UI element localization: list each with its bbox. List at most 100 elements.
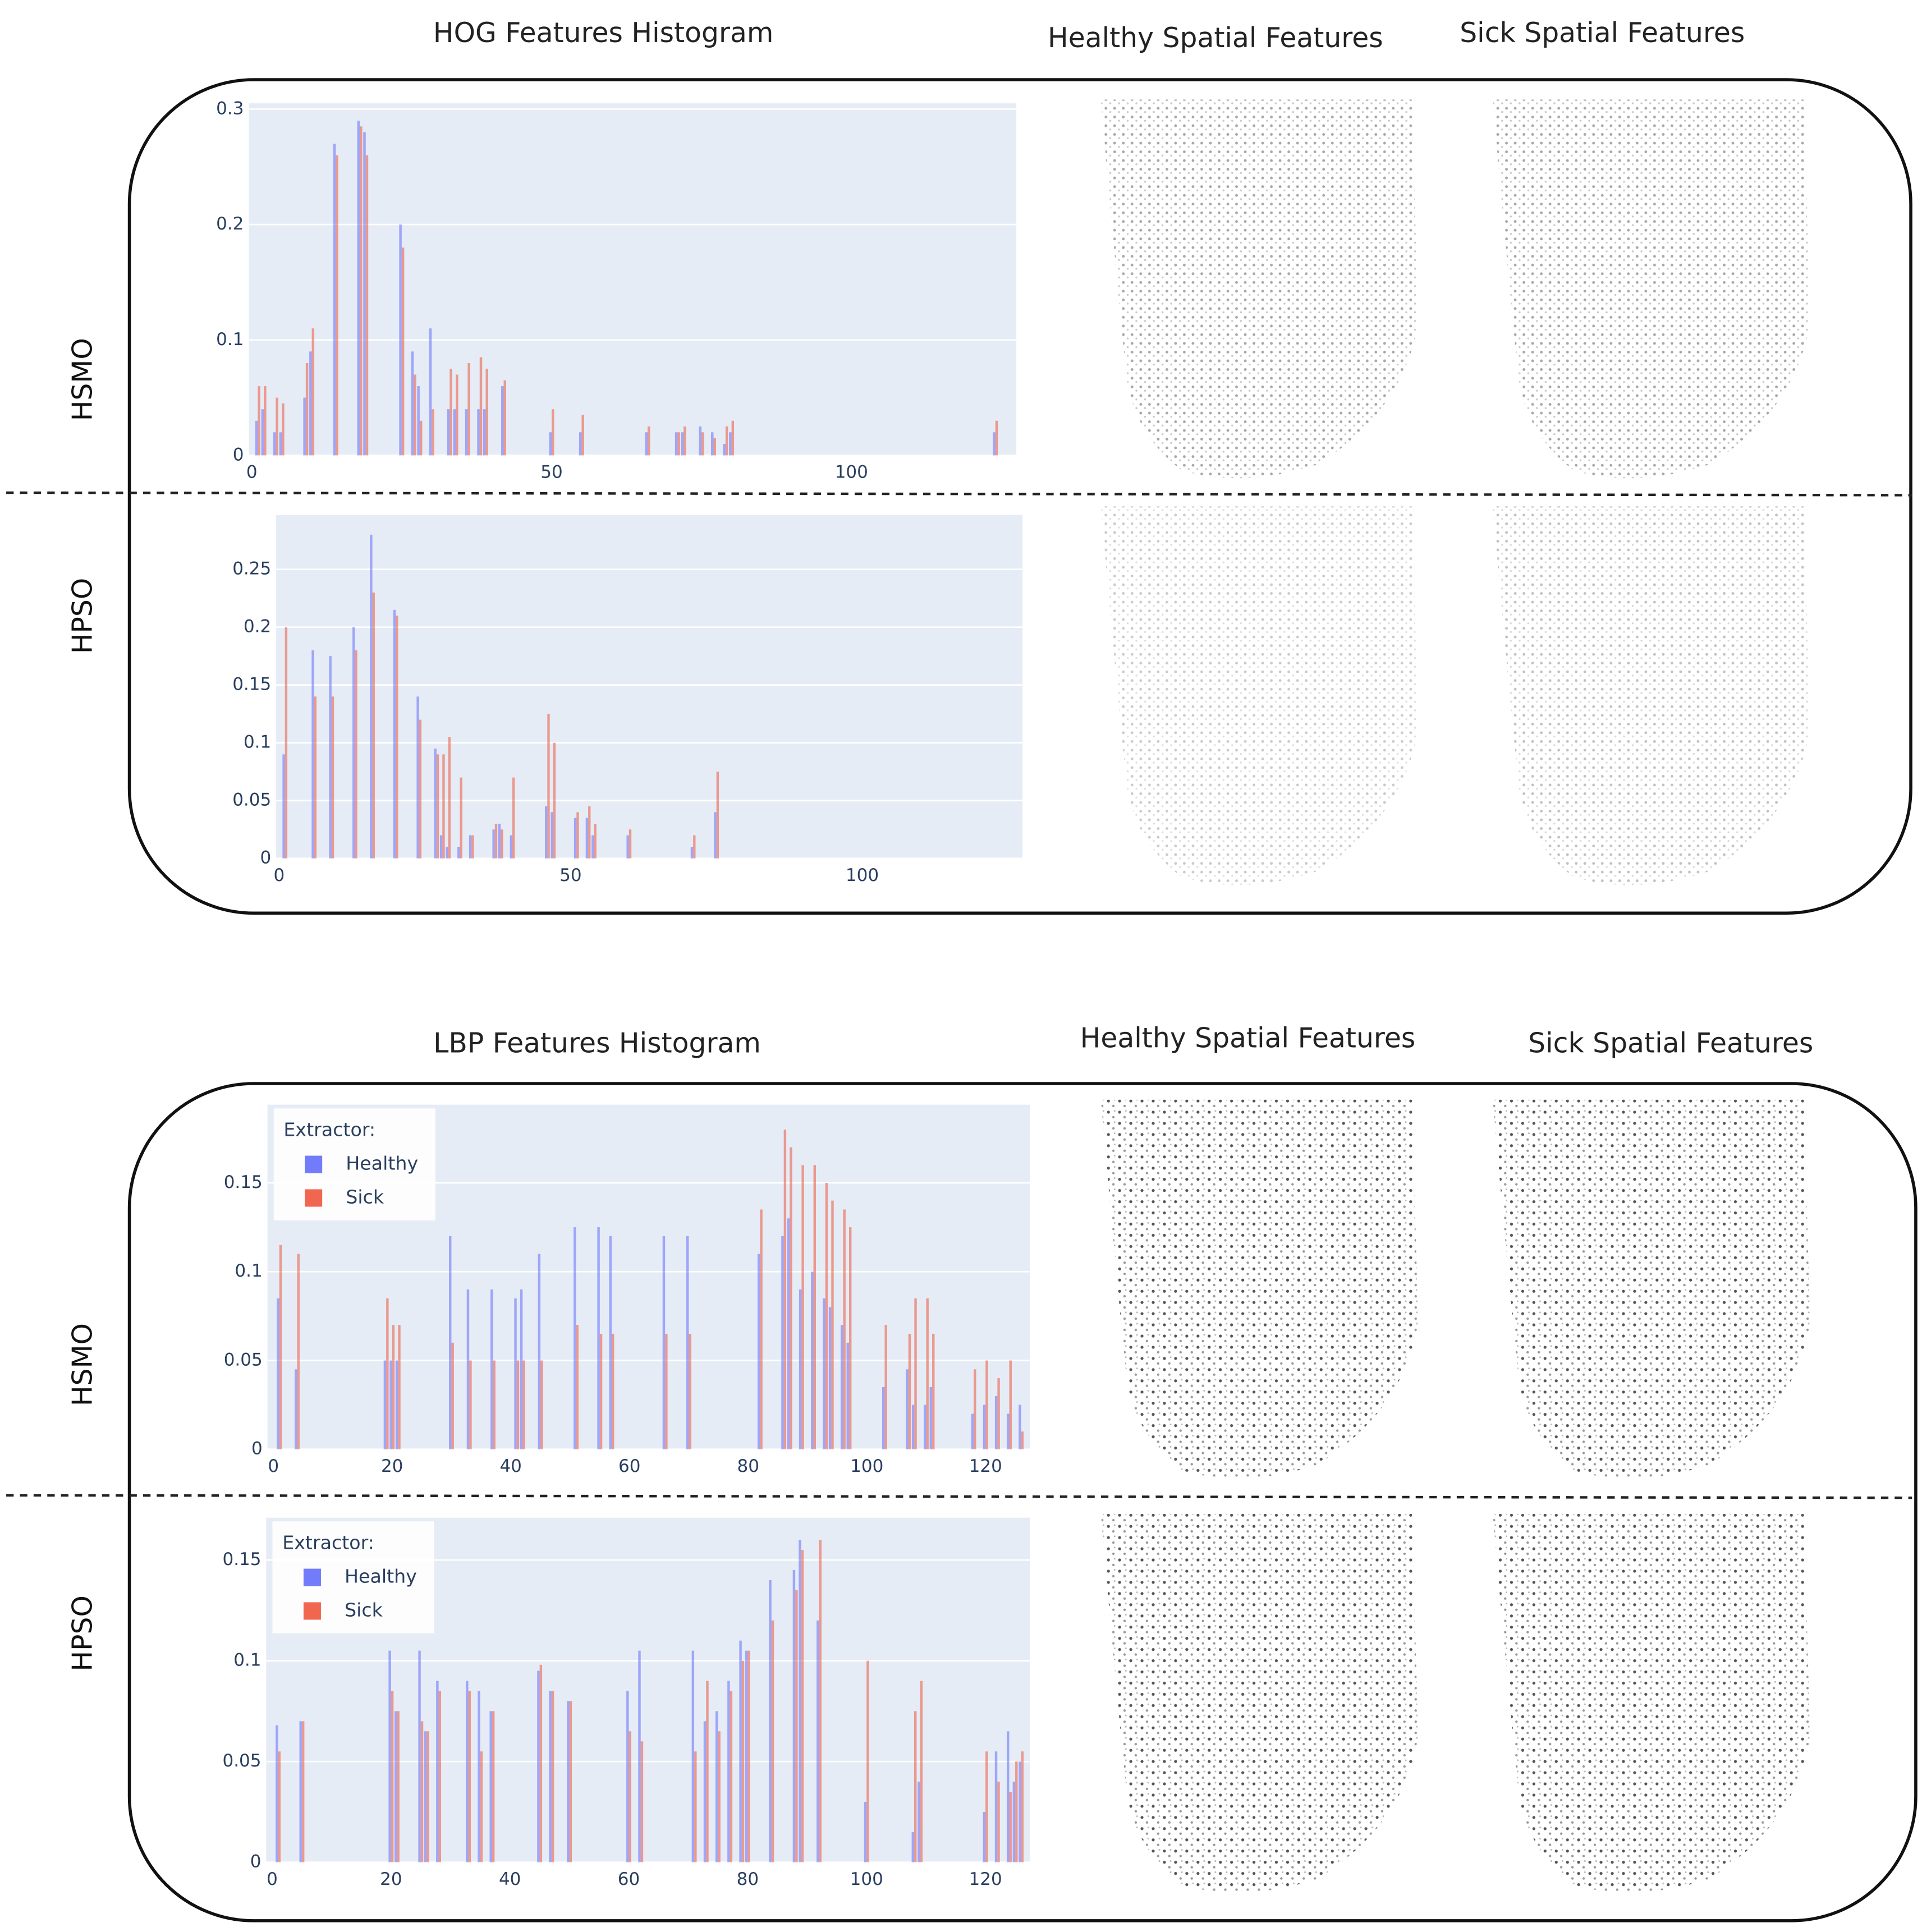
bar — [795, 1590, 798, 1862]
bar — [771, 1620, 774, 1862]
bar — [626, 1691, 629, 1862]
bar — [309, 351, 312, 456]
legend-label: Sick — [345, 1599, 383, 1621]
panel-title: LBP Features Histogram — [433, 1027, 761, 1059]
bar — [355, 650, 357, 859]
bar — [769, 1580, 772, 1862]
bar — [485, 369, 488, 456]
bar — [1021, 1751, 1024, 1862]
bar — [453, 409, 456, 456]
bar — [547, 714, 550, 859]
bar — [581, 415, 584, 456]
bar — [647, 426, 650, 456]
bar — [591, 835, 594, 859]
legend-box — [272, 1521, 434, 1633]
bar — [494, 823, 498, 859]
bar — [363, 132, 366, 456]
bar — [370, 534, 373, 859]
y-tick-label: 0.1 — [216, 329, 244, 350]
sick-title: Sick Spatial Features — [1528, 1027, 1813, 1059]
bar — [816, 1620, 819, 1862]
bar — [914, 1711, 917, 1862]
y-tick-label: 0 — [250, 1852, 262, 1872]
bar — [745, 1650, 748, 1862]
bar — [299, 1721, 302, 1862]
bar — [848, 1227, 852, 1449]
bar — [352, 627, 355, 859]
sick-title: Sick Spatial Features — [1460, 17, 1745, 49]
bar — [297, 1254, 300, 1449]
bar — [520, 1289, 523, 1449]
x-tick-label: 60 — [618, 1456, 640, 1476]
bar — [801, 1550, 804, 1862]
bar — [567, 1701, 570, 1862]
bar — [713, 438, 717, 456]
bar — [831, 1200, 834, 1449]
bar — [305, 362, 309, 456]
bar — [329, 656, 332, 859]
bar — [416, 696, 419, 859]
row-label: HPSO — [67, 1595, 99, 1671]
row-label: HSMO — [67, 1323, 99, 1406]
bar — [588, 806, 591, 859]
bar — [456, 374, 458, 456]
bar — [932, 1333, 935, 1449]
bar — [276, 397, 278, 456]
bar — [920, 1681, 923, 1862]
bar — [490, 1289, 493, 1449]
x-tick-label: 0 — [268, 1456, 279, 1476]
bar — [357, 120, 360, 456]
bar — [537, 1671, 540, 1862]
bar — [792, 1570, 796, 1862]
panel-frame — [127, 78, 1912, 915]
x-tick-label: 100 — [850, 1869, 883, 1889]
legend-box — [273, 1108, 435, 1220]
y-tick-label: 0.15 — [232, 674, 271, 695]
y-tick-label: 0.15 — [224, 1172, 263, 1192]
bar — [449, 369, 452, 456]
bar — [466, 1289, 470, 1449]
bar — [739, 1640, 742, 1862]
spatial-image — [1100, 99, 1419, 479]
bar — [424, 1731, 427, 1862]
bar — [391, 1691, 394, 1862]
bar — [597, 1227, 600, 1449]
bar — [1015, 1761, 1018, 1862]
bar — [478, 1691, 480, 1862]
bar — [493, 1360, 496, 1449]
bar — [273, 432, 276, 456]
bar — [419, 420, 423, 456]
bar — [686, 1236, 689, 1449]
bar — [395, 1360, 398, 1449]
bar — [689, 1333, 691, 1449]
bar — [629, 1731, 631, 1862]
bar — [471, 835, 474, 859]
row-label: HPSO — [67, 578, 99, 654]
bar — [539, 1664, 543, 1862]
spatial-image — [1100, 1099, 1419, 1479]
y-tick-label: 0.1 — [235, 1261, 262, 1281]
bar — [442, 754, 445, 859]
bar — [460, 777, 462, 859]
bar — [757, 1254, 760, 1449]
legend-label: Healthy — [345, 1566, 417, 1587]
bar — [787, 1218, 790, 1449]
bar — [510, 835, 512, 859]
bar — [1019, 1405, 1021, 1449]
bar — [706, 1681, 709, 1862]
x-tick-label: 100 — [846, 865, 879, 885]
bar — [760, 1209, 763, 1449]
bar — [477, 409, 480, 456]
bar — [995, 420, 998, 456]
bar — [699, 426, 702, 456]
bar — [731, 420, 735, 456]
x-tick-label: 0 — [246, 462, 258, 483]
bar — [503, 380, 507, 456]
bar — [715, 1711, 718, 1862]
bar — [466, 1681, 469, 1862]
bar — [447, 409, 450, 456]
bar — [446, 847, 448, 859]
legend-title: Extractor: — [282, 1532, 374, 1554]
bar — [1009, 1792, 1012, 1862]
